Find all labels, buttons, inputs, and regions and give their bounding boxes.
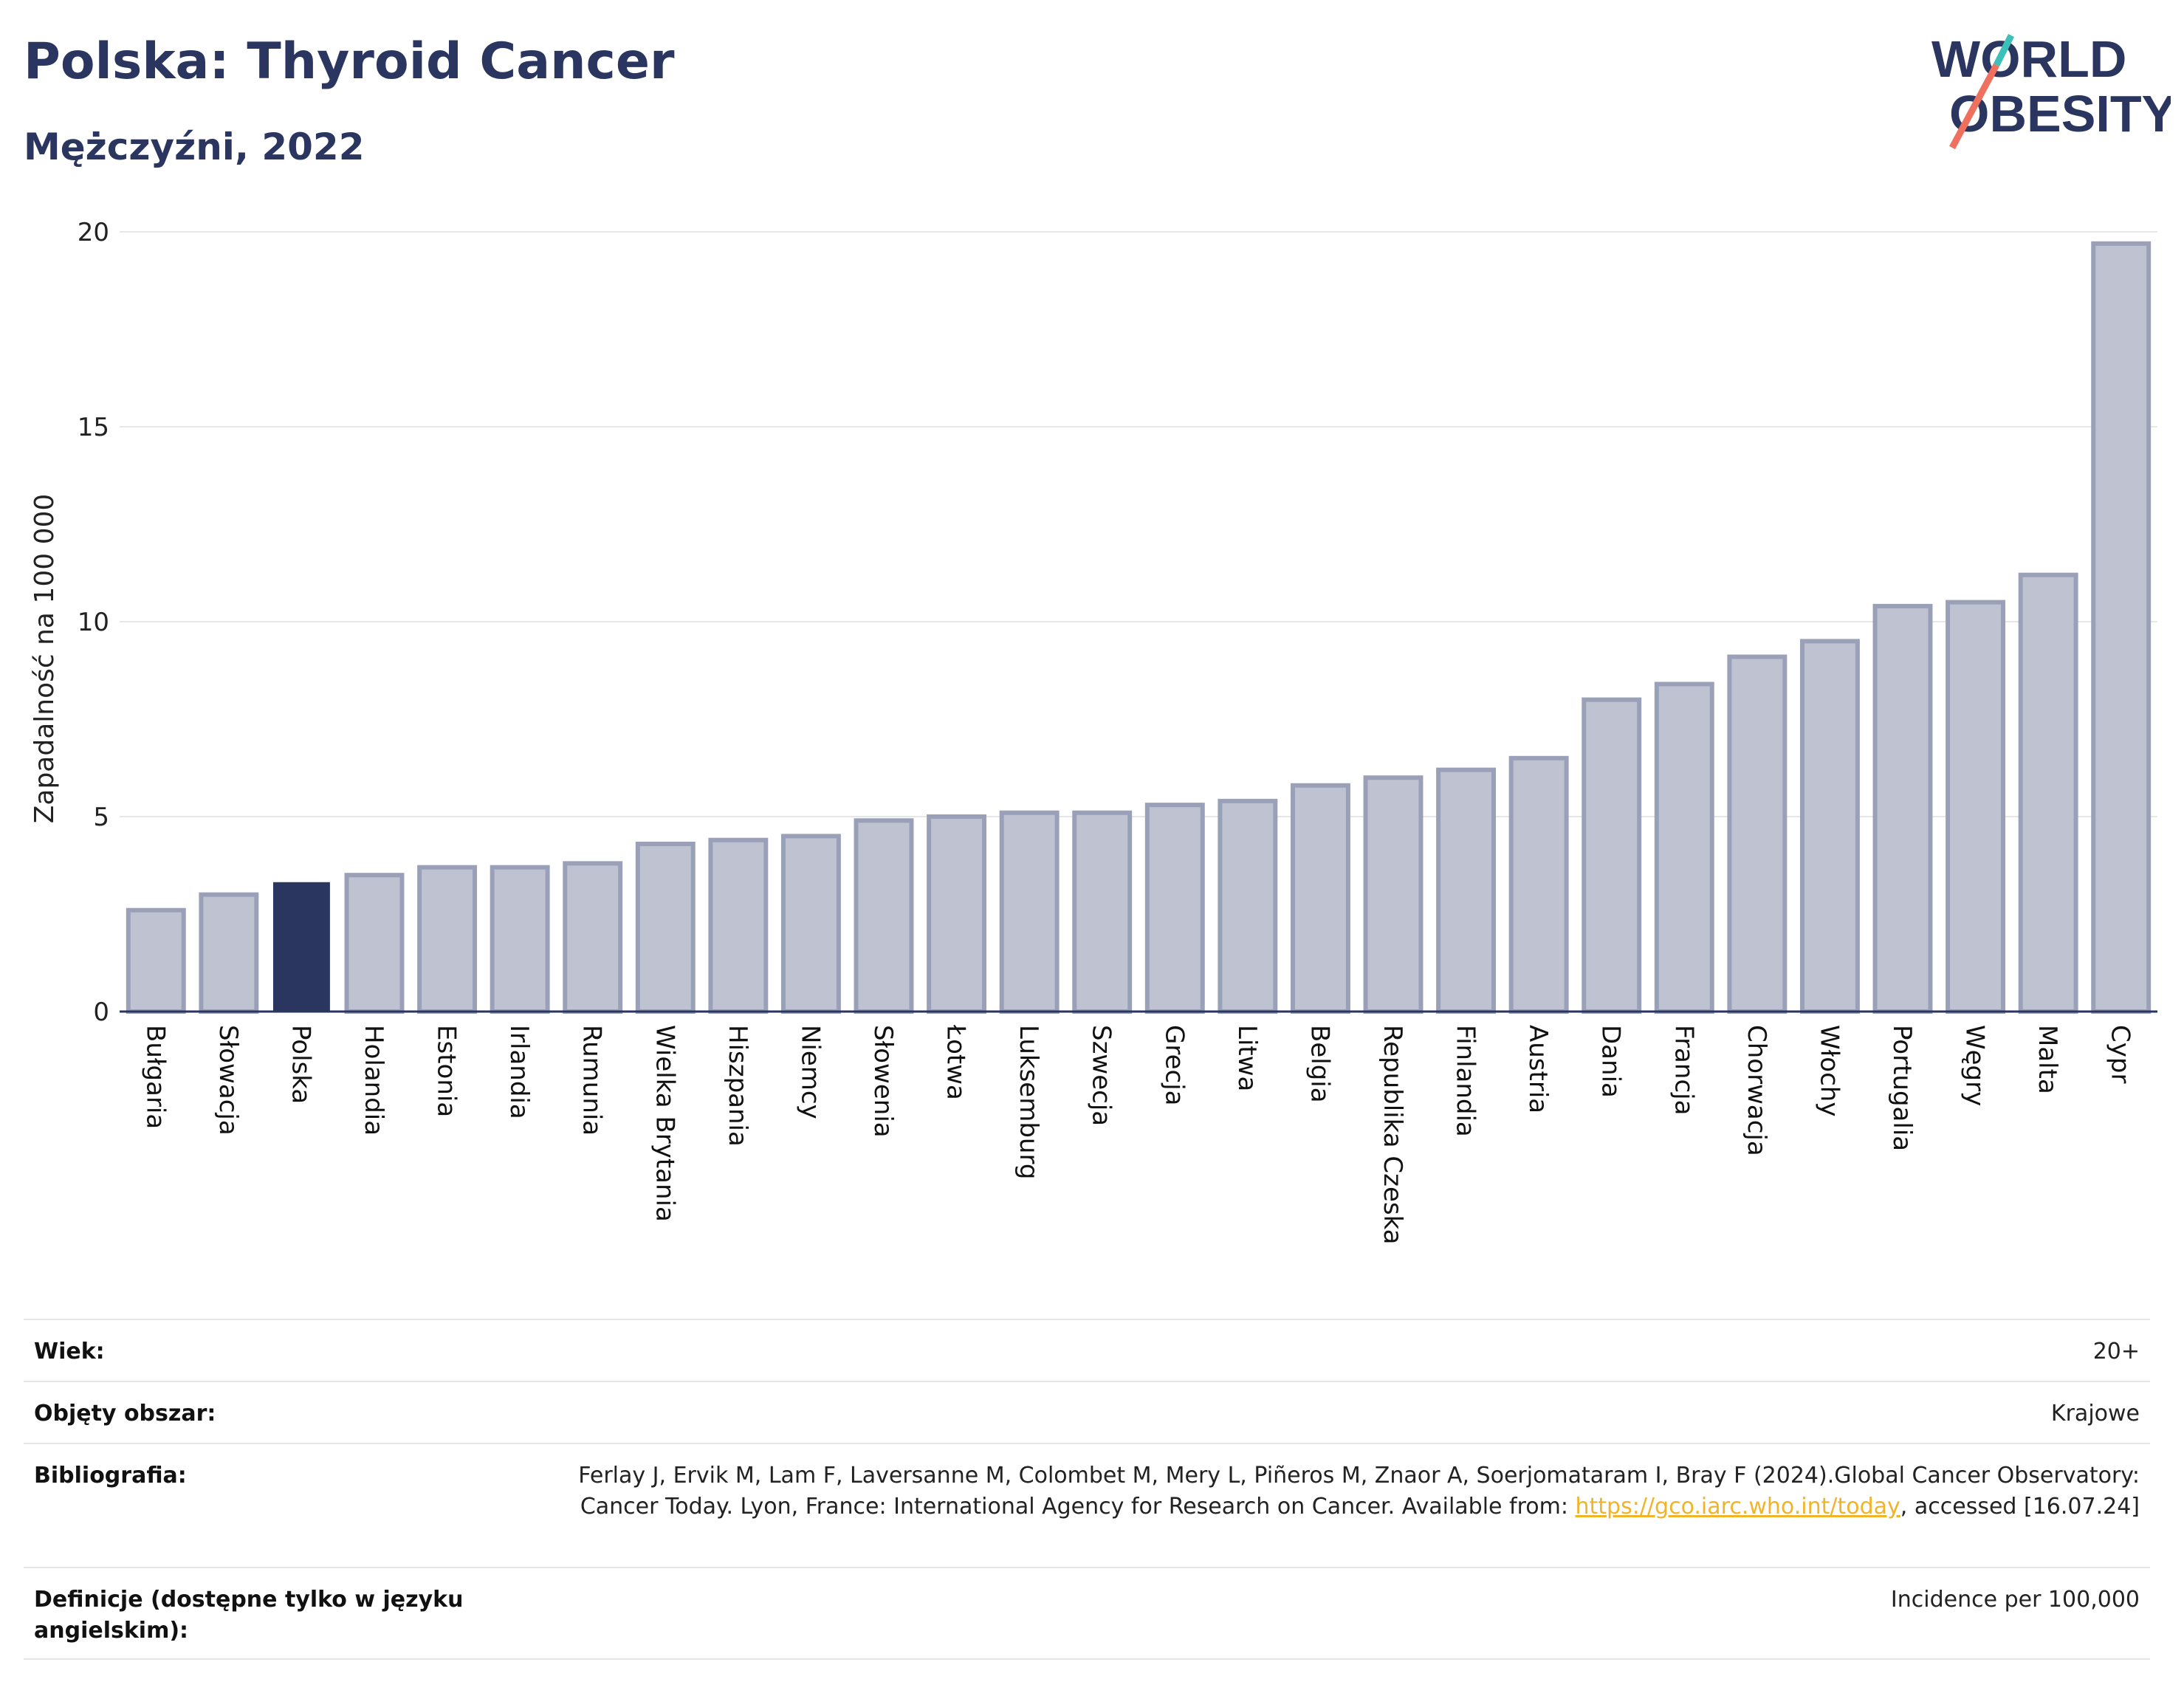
bar: [999, 810, 1060, 1014]
bar: [1144, 803, 1205, 1014]
bar: [708, 837, 769, 1014]
bar: [1654, 682, 1714, 1014]
bar: [2091, 241, 2152, 1014]
bar: [780, 834, 841, 1014]
x-tick-label: Bułgaria: [140, 1025, 170, 1129]
bar: [1363, 775, 1424, 1014]
y-axis-title: Zapadalność na 100 000: [30, 494, 60, 824]
meta-label: Bibliografia:: [34, 1463, 187, 1489]
logo-slash-red: [1949, 63, 1999, 150]
x-tick-label: Irlandia: [504, 1025, 534, 1119]
x-tick-label: Francja: [1669, 1025, 1698, 1115]
logo-line1: WORLD: [1931, 30, 2126, 88]
bar: [1727, 654, 1788, 1014]
bar-chart: 0 5 10 15 20 Zapadalność na 100 000 Bułgaria Sł…: [30, 218, 2157, 1245]
x-tick-label: Słowenia: [868, 1025, 898, 1138]
logo-line2: OBESITY: [1949, 85, 2171, 143]
x-tick-label: Niemcy: [795, 1025, 825, 1119]
bar: [2018, 572, 2078, 1014]
meta-label: Objęty obszar:: [34, 1401, 216, 1427]
x-tick-label: Wielka Brytania: [650, 1025, 679, 1222]
meta-value: Krajowe: [2050, 1401, 2140, 1427]
bar: [927, 814, 987, 1014]
y-tick-label: 5: [93, 803, 109, 832]
bar: [1508, 755, 1569, 1014]
bar: [1436, 767, 1497, 1014]
x-tick-label: Łotwa: [941, 1024, 971, 1100]
meta-label: Wiek:: [34, 1339, 105, 1364]
x-tick-label: Szwecja: [1087, 1025, 1116, 1126]
logo-slash-teal: [1993, 33, 2015, 67]
meta-value-bibliography: Ferlay J, Ervik M, Lam F, Laversanne M, …: [515, 1460, 2140, 1522]
y-tick-label: 10: [78, 608, 109, 637]
page-subtitle: Mężczyźni, 2022: [24, 126, 365, 168]
x-tick-label: Rumunia: [577, 1025, 607, 1136]
x-tick-label: Hiszpania: [723, 1025, 752, 1147]
bibliography-text: Ferlay J, Ervik M, Lam F, Laversanne M, …: [578, 1463, 2140, 1520]
y-tick-label: 0: [93, 998, 109, 1027]
x-tick-label: Węgry: [1960, 1025, 1990, 1106]
meta-row-bibliography: Bibliografia: Ferlay J, Ervik M, Lam F, …: [24, 1443, 2150, 1567]
bar: [199, 892, 259, 1014]
x-tick-label: Luksemburg: [1014, 1025, 1043, 1179]
bar: [1218, 798, 1278, 1014]
meta-row-area: Objęty obszar: Krajowe: [24, 1381, 2150, 1443]
meta-value: 20+: [2092, 1339, 2140, 1364]
world-obesity-logo[interactable]: WORLD OBESITY: [1920, 21, 2171, 161]
bar: [563, 861, 623, 1014]
bibliography-text-after: , accessed [16.07.24]: [1900, 1494, 2140, 1520]
x-tick-label: Cypr: [2106, 1025, 2135, 1083]
bar: [490, 865, 550, 1014]
x-tick-label: Austria: [1523, 1025, 1553, 1113]
bar: [1799, 639, 1860, 1014]
x-tick-label: Republika Czeska: [1378, 1025, 1407, 1245]
bar: [854, 818, 914, 1014]
x-tick-label: Włochy: [1814, 1025, 1844, 1116]
x-tick-label: Litwa: [1232, 1025, 1262, 1091]
bar: [126, 907, 186, 1014]
x-tick-label: Belgia: [1305, 1025, 1334, 1103]
bar: [344, 873, 405, 1014]
x-tick-label: Grecja: [1159, 1025, 1189, 1105]
bar: [272, 882, 330, 1013]
bar: [635, 841, 696, 1014]
x-tick-label: Portugalia: [1887, 1025, 1917, 1151]
bar: [1946, 600, 2006, 1014]
x-tick-label: Holandia: [359, 1025, 388, 1136]
y-tick-label: 15: [78, 413, 109, 442]
meta-label: Definicje (dostępne tylko w języku angie…: [34, 1587, 464, 1644]
bar: [1872, 603, 1933, 1014]
bar: [1582, 697, 1642, 1014]
x-tick-label: Finlandia: [1451, 1025, 1480, 1137]
x-tick-label: Dania: [1596, 1025, 1626, 1098]
bibliography-link[interactable]: https://gco.iarc.who.int/today: [1575, 1494, 1900, 1520]
x-tick-label: Polska: [286, 1025, 315, 1104]
metadata-table: Wiek: 20+ Objęty obszar: Krajowe Bibliog…: [24, 1319, 2150, 1660]
bar: [1072, 810, 1133, 1014]
x-tick-label: Malta: [2033, 1025, 2062, 1094]
y-tick-label: 20: [78, 218, 109, 247]
x-tick-label: Chorwacja: [1742, 1025, 1771, 1156]
page-title: Polska: Thyroid Cancer: [24, 32, 675, 91]
meta-row-age: Wiek: 20+: [24, 1319, 2150, 1381]
x-tick-label: Estonia: [432, 1025, 461, 1117]
meta-value: Incidence per 100,000: [1890, 1587, 2140, 1613]
meta-row-definitions: Definicje (dostępne tylko w języku angie…: [24, 1567, 2150, 1660]
x-tick-label: Słowacja: [213, 1025, 243, 1136]
bar: [1290, 783, 1350, 1014]
bar: [417, 865, 478, 1014]
